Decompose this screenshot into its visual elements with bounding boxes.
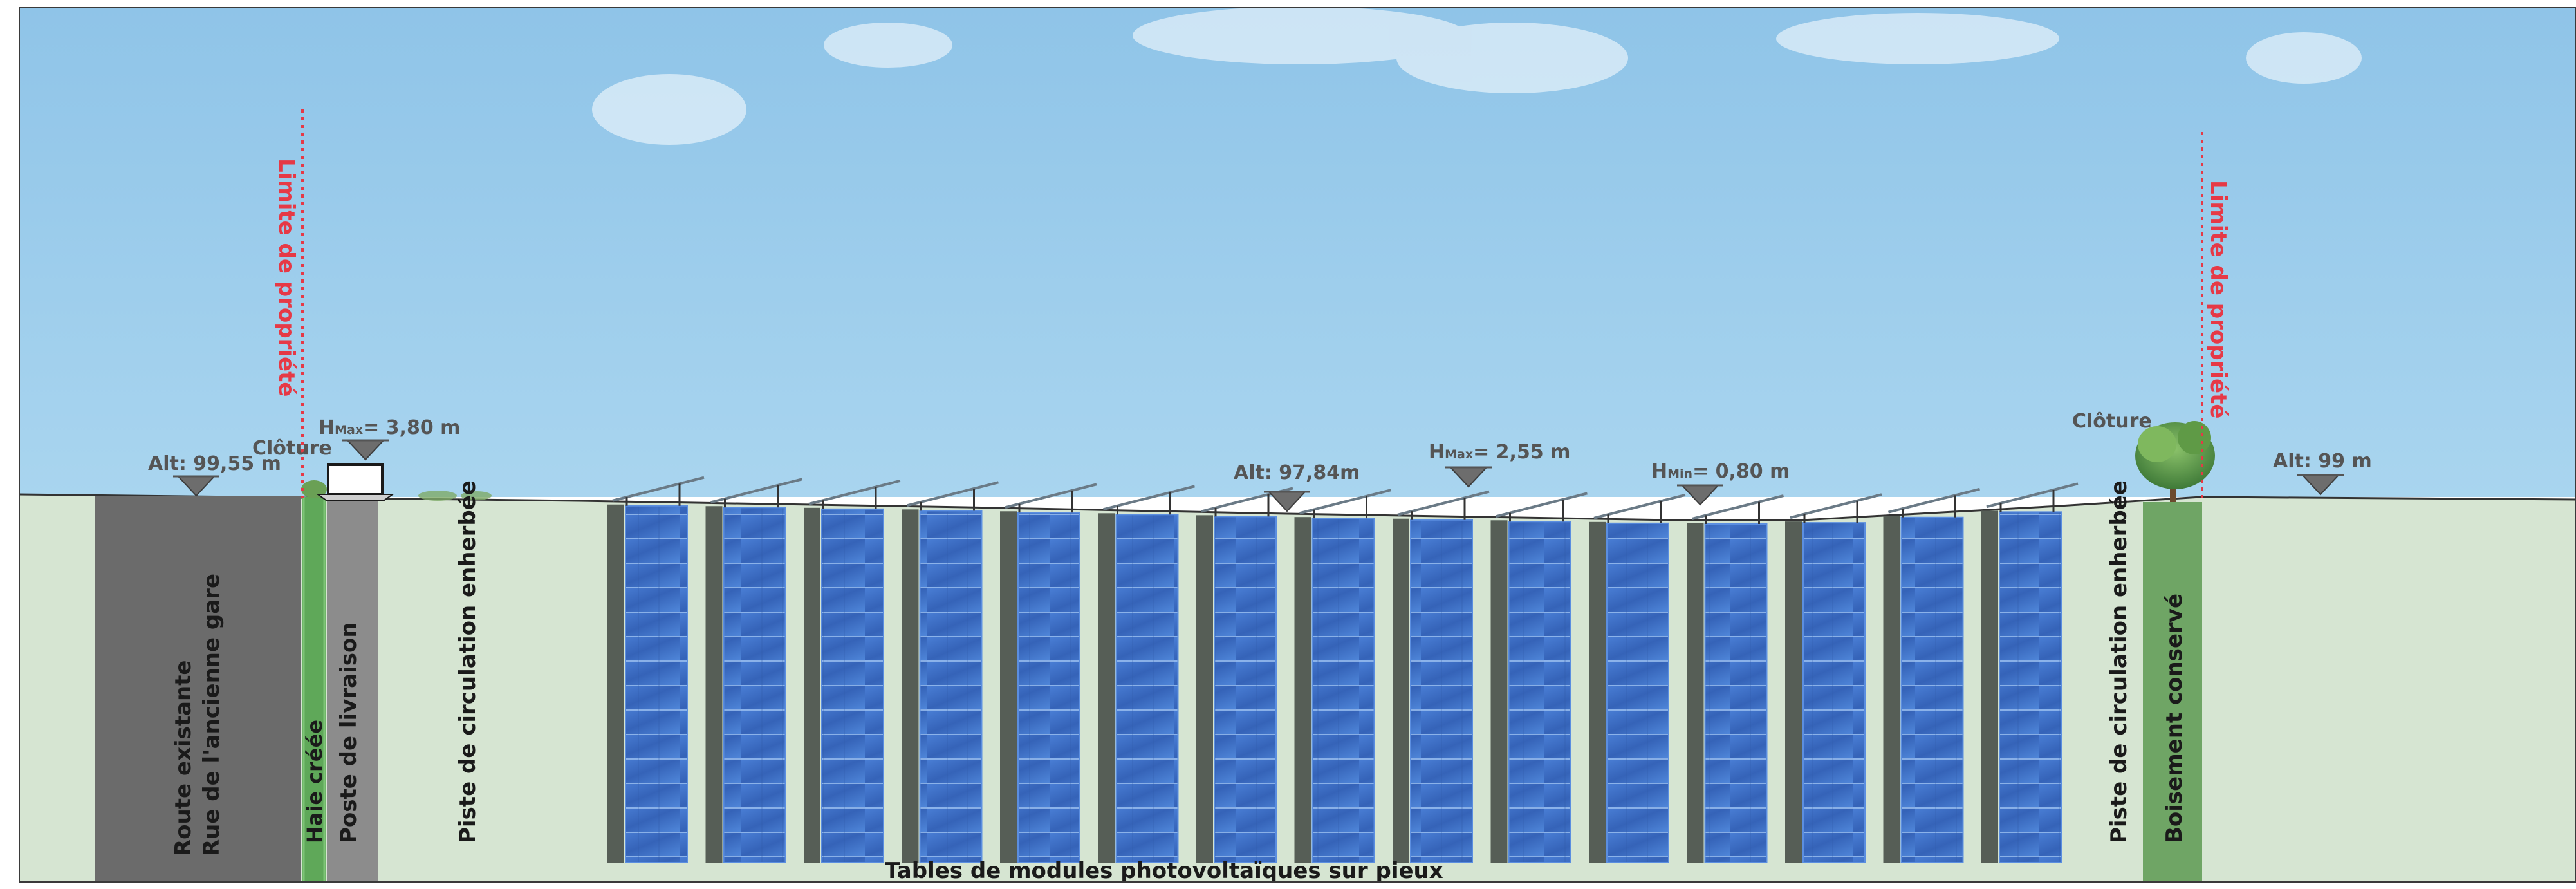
- altitude-label-right: Alt: 99 m: [2273, 450, 2372, 473]
- sky: [19, 8, 2576, 497]
- fence-label-left: Clôture: [252, 437, 332, 460]
- track-label-left: Piste de circulation enherbée: [455, 480, 481, 843]
- road: [95, 496, 301, 882]
- pv-module-tilt: [1593, 493, 1686, 519]
- forest-label: Boisement conservé: [2162, 594, 2187, 843]
- altitude-label-center: Alt: 97,84m: [1234, 462, 1360, 484]
- pv-module-table: [919, 510, 983, 863]
- pv-module-tilt: [808, 479, 901, 505]
- pv-module-tilt: [710, 478, 802, 504]
- fence-label-right: Clôture: [2072, 410, 2152, 433]
- marker-alt-center: [1267, 491, 1307, 512]
- pv-module-table: [1802, 522, 1866, 863]
- table-pillar: [1098, 513, 1115, 863]
- table-pillar: [1393, 518, 1409, 863]
- property-limit-label-left: Limite de propriété: [273, 158, 299, 397]
- height-value: = 3,80 m: [363, 416, 460, 439]
- pv-module-tilt: [1103, 485, 1195, 511]
- height-subscript: Max: [1445, 447, 1473, 462]
- forest-strip: [2143, 502, 2202, 882]
- table-pillar: [1294, 517, 1311, 863]
- pv-module-tilt: [907, 481, 999, 507]
- height-subscript: Min: [1667, 467, 1692, 481]
- table-pillar: [1196, 515, 1213, 863]
- frame: [19, 7, 2576, 883]
- pv-module-tilt: [1299, 489, 1391, 515]
- pv-module-tilt: [1986, 482, 2079, 509]
- pv-module-table: [1311, 518, 1375, 863]
- height-subscript: Max: [335, 423, 363, 437]
- delivery-label: Poste de livraison: [336, 622, 362, 843]
- pv-module-table: [1508, 521, 1571, 863]
- pv-module-table: [723, 507, 786, 863]
- pv-module-table: [1900, 516, 1964, 863]
- table-pillar: [804, 507, 820, 863]
- table-pillar: [902, 509, 919, 863]
- table-pillar: [1687, 523, 1704, 863]
- pv-module-tilt: [612, 476, 705, 502]
- track-label-right: Piste de circulation enherbée: [2106, 480, 2132, 843]
- clouds: [592, 6, 2362, 145]
- pv-module-table: [1115, 514, 1179, 863]
- table-pillar: [705, 506, 723, 863]
- elevation-markers: [173, 439, 2344, 512]
- delivery-building: [315, 463, 395, 501]
- panels-caption: Tables de modules photovoltaïques sur pi…: [885, 858, 1443, 884]
- pv-module-table: [625, 505, 688, 863]
- pv-module-table: [1606, 522, 1669, 863]
- height-value: = 0,80 m: [1692, 460, 1790, 483]
- height-label-delivery: HMax= 3,80 m: [319, 416, 460, 439]
- tree: [2135, 421, 2215, 502]
- pv-module-table: [1214, 516, 1277, 863]
- height-label-panel-min: HMin= 0,80 m: [1651, 460, 1790, 483]
- height-letter: H: [1429, 441, 1445, 463]
- delivery-strip: [327, 497, 378, 882]
- pv-module-table: [1704, 523, 1768, 863]
- road-label-line2: Rue de l'ancienne gare: [199, 574, 225, 856]
- pv-panel-tables: [607, 476, 2079, 863]
- ground-line: [19, 493, 2576, 521]
- table-pillar: [1981, 510, 1998, 863]
- table-pillar: [607, 504, 624, 863]
- table-pillar: [1589, 521, 1606, 863]
- pv-module-table: [821, 508, 884, 863]
- pv-module-tilt: [1005, 483, 1097, 509]
- pv-module-table: [1999, 511, 2062, 863]
- table-pillar: [1490, 520, 1508, 863]
- height-letter: H: [319, 416, 335, 439]
- pv-module-tilt: [1496, 492, 1588, 518]
- pv-module-tilt: [1692, 494, 1784, 520]
- height-label-panel-max: HMax= 2,55 m: [1429, 441, 1570, 463]
- property-limit-label-right: Limite de propriété: [2205, 180, 2231, 418]
- hedge-label: Haie créée: [302, 720, 327, 843]
- height-value: = 2,55 m: [1473, 441, 1570, 463]
- height-letter: H: [1651, 460, 1667, 483]
- altitude-label-left: Alt: 99,55 m: [148, 453, 281, 475]
- table-pillar: [1000, 511, 1017, 863]
- table-pillar: [1785, 521, 1802, 863]
- pv-module-tilt: [1888, 487, 1980, 514]
- pv-module-tilt: [1397, 490, 1490, 516]
- pv-module-table: [1410, 519, 1473, 863]
- road-label-line1: Route existante: [171, 660, 196, 857]
- pv-module-tilt: [1790, 493, 1882, 519]
- table-pillar: [1883, 516, 1900, 863]
- pv-module-table: [1017, 512, 1080, 863]
- hedge: [302, 497, 326, 882]
